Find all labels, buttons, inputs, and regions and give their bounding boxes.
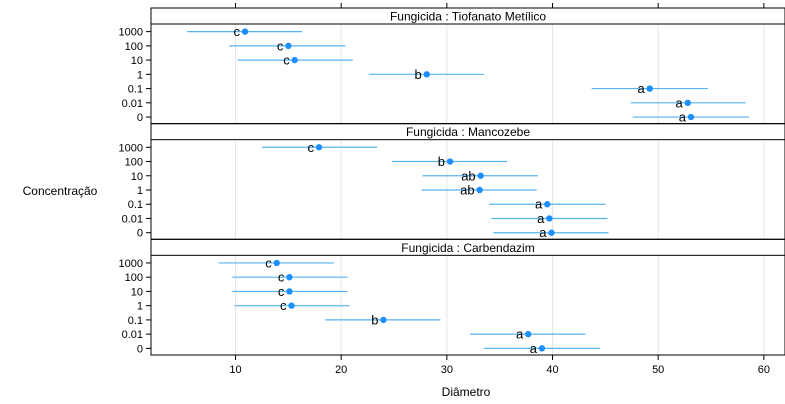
group-letter: c <box>283 53 290 68</box>
mean-point <box>544 201 551 208</box>
x-tick-label: 60 <box>758 364 770 376</box>
y-tick-label: 0.01 <box>122 213 143 225</box>
mean-point <box>380 316 387 324</box>
mean-point <box>423 71 430 78</box>
panel-border <box>150 238 785 356</box>
group-letter: a <box>516 327 524 342</box>
y-tick-label: 100 <box>125 272 143 284</box>
mean-point <box>286 288 293 295</box>
y-tick-label: 10 <box>131 286 143 298</box>
y-tick-label: 1 <box>137 185 143 197</box>
group-letter: c <box>265 255 272 270</box>
group-letter: c <box>278 284 285 299</box>
y-tick-label: 0.01 <box>122 329 143 341</box>
mean-point <box>286 273 293 281</box>
mean-point <box>288 302 295 309</box>
group-letter: b <box>371 312 378 327</box>
x-tick-label: 10 <box>229 364 241 376</box>
x-tick-label: 30 <box>441 364 453 376</box>
x-tick-label: 40 <box>546 364 558 376</box>
y-axis-title: Concentração <box>23 184 98 198</box>
y-tick-label: 0 <box>137 228 143 240</box>
y-tick-label: 10 <box>131 171 143 183</box>
group-letter: a <box>539 225 547 240</box>
mean-point <box>646 85 653 92</box>
group-letter: c <box>278 270 285 285</box>
group-letter: ab <box>460 183 474 198</box>
group-letter: c <box>234 24 241 39</box>
group-letter: ab <box>461 168 475 183</box>
mean-point <box>476 186 483 194</box>
y-tick-label: 1000 <box>119 27 143 39</box>
y-tick-label: 10 <box>131 55 143 67</box>
group-letter: a <box>530 341 538 356</box>
panel-strip-label: Fungicida : Tiofanato Metílico <box>390 10 546 24</box>
y-tick-label: 100 <box>125 41 143 53</box>
mean-point <box>315 144 323 151</box>
x-axis-title: Diâmetro <box>442 385 491 399</box>
mean-point <box>477 172 484 179</box>
group-letter: c <box>277 38 284 53</box>
mean-point <box>546 215 553 222</box>
x-tick-label: 50 <box>652 364 664 376</box>
mean-point <box>525 330 532 338</box>
group-letter: b <box>415 67 422 82</box>
group-letter: a <box>638 81 646 96</box>
y-tick-label: 0 <box>137 112 143 124</box>
y-tick-label: 1 <box>137 69 143 81</box>
mean-point <box>684 99 691 107</box>
y-tick-label: 1000 <box>119 142 143 154</box>
group-letter: a <box>537 211 545 226</box>
mean-point <box>241 28 249 35</box>
panel-border <box>150 7 785 125</box>
mean-point <box>446 158 454 165</box>
y-tick-label: 1000 <box>119 258 143 270</box>
group-letter: a <box>676 95 684 110</box>
panel-strip-label: Fungicida : Carbendazim <box>401 241 534 255</box>
y-tick-label: 0.1 <box>128 315 143 327</box>
mean-point <box>291 56 298 64</box>
group-letter: b <box>438 154 445 169</box>
y-tick-label: 0 <box>137 343 143 355</box>
y-tick-label: 0.1 <box>128 84 143 96</box>
y-tick-label: 100 <box>125 157 143 169</box>
plot-area: Fungicida : Tiofanato Metílicoc1000c100c… <box>119 3 785 376</box>
panel-strip-label: Fungicida : Mancozebe <box>406 125 530 139</box>
y-tick-label: 0.01 <box>122 98 143 110</box>
mean-point <box>538 345 546 352</box>
mean-point <box>285 42 292 50</box>
group-letter: a <box>679 110 687 125</box>
group-letter: c <box>308 140 315 155</box>
y-tick-label: 0.1 <box>128 199 143 211</box>
mean-point <box>687 113 695 121</box>
mean-point <box>273 259 280 267</box>
group-letter: a <box>535 197 543 212</box>
x-tick-label: 20 <box>335 364 347 376</box>
y-tick-label: 1 <box>137 301 143 313</box>
mean-point <box>548 229 555 236</box>
group-letter: c <box>280 298 287 313</box>
